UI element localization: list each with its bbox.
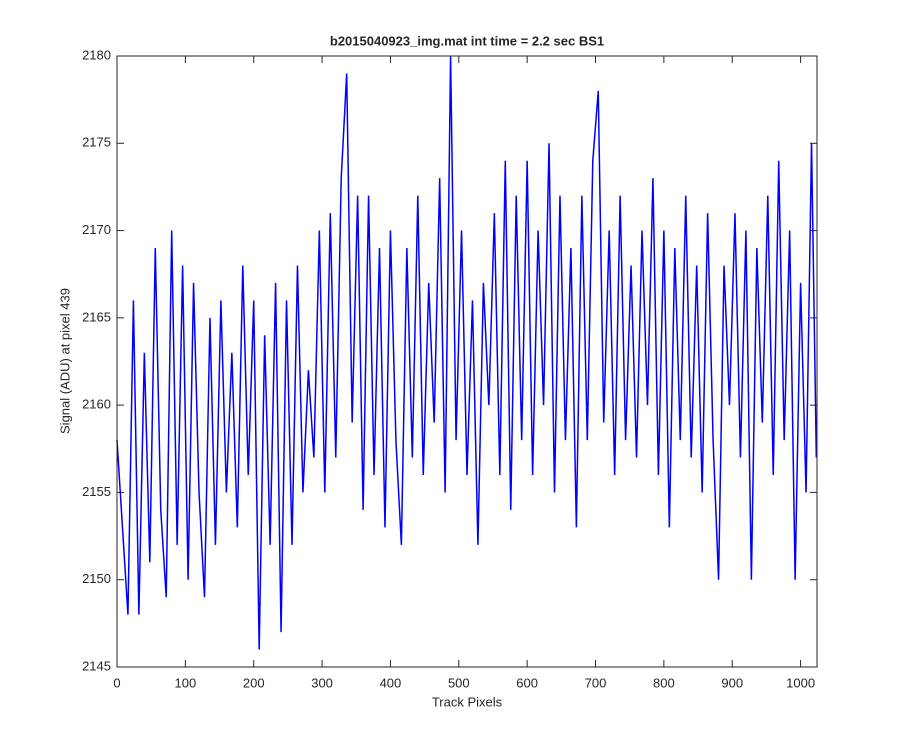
x-axis-label: Track Pixels xyxy=(432,694,503,709)
y-tick-label: 2150 xyxy=(82,571,111,586)
data-line xyxy=(116,55,818,650)
y-tick-label: 2145 xyxy=(82,658,111,673)
x-tick-label: 1000 xyxy=(786,675,815,690)
plot-frame xyxy=(116,55,818,668)
x-tick-label: 0 xyxy=(113,675,120,690)
chart-title: b2015040923_img.mat int time = 2.2 sec B… xyxy=(330,33,604,48)
y-tick-label: 2175 xyxy=(82,135,111,150)
x-tick-label: 100 xyxy=(175,675,197,690)
x-tick-label: 900 xyxy=(721,675,743,690)
x-tick-label: 600 xyxy=(516,675,538,690)
y-tick-label: 2155 xyxy=(82,484,111,499)
x-tick-label: 400 xyxy=(380,675,402,690)
x-tick-label: 700 xyxy=(585,675,607,690)
x-tick-label: 500 xyxy=(448,675,470,690)
x-tick-label: 300 xyxy=(311,675,333,690)
y-tick-label: 2165 xyxy=(82,309,111,324)
y-tick-label: 2180 xyxy=(82,47,111,62)
y-tick-label: 2160 xyxy=(82,397,111,412)
x-tick-label: 800 xyxy=(653,675,675,690)
x-tick-label: 200 xyxy=(243,675,265,690)
y-tick-label: 2170 xyxy=(82,222,111,237)
y-axis-label: Signal (ADU) at pixel 439 xyxy=(57,288,72,434)
